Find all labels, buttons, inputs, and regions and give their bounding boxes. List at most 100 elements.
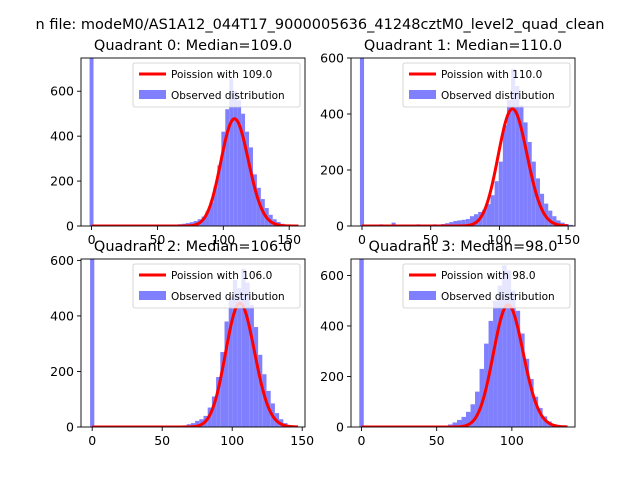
histogram-bar <box>548 210 553 226</box>
x-tick-label: 0 <box>88 433 96 448</box>
x-tick-label: 150 <box>556 232 580 247</box>
histogram-bar <box>473 214 479 226</box>
legend-observed-label: Observed distribution <box>441 90 555 102</box>
histogram-bar <box>249 304 254 427</box>
histogram-bar <box>486 204 491 226</box>
legend: Poission with 106.0 Observed distribution <box>132 263 301 309</box>
histogram-bar <box>519 105 524 226</box>
histogram-bar <box>241 113 246 226</box>
histogram-bar <box>497 285 503 427</box>
plot-area <box>89 58 301 226</box>
histogram-bar <box>465 219 470 226</box>
quadrant-2-panel: 0 50 100 150 0 200 400 600 Quadrant 2: Median=10… <box>50 239 314 448</box>
histogram-bar <box>209 202 214 226</box>
y-tick-label: 0 <box>336 420 344 435</box>
histogram-bar <box>457 220 462 226</box>
histogram-bar <box>490 195 495 226</box>
histogram-bar <box>523 122 528 226</box>
legend-poisson-label: Poission with 106.0 <box>171 270 272 282</box>
legend-box <box>402 263 571 309</box>
histogram-bar <box>533 396 539 427</box>
histogram-bar <box>205 211 210 226</box>
histogram-bar <box>527 142 532 226</box>
histogram-bar <box>228 296 233 427</box>
legend-poisson-label: Poission with 98.0 <box>441 270 536 282</box>
histogram-bar <box>515 86 520 226</box>
x-tick-label: 0 <box>88 232 96 247</box>
y-tick-label: 400 <box>320 318 344 333</box>
y-tick-label: 600 <box>50 253 74 268</box>
histogram-bar <box>237 288 242 427</box>
zero-count-spike-bar <box>90 259 95 427</box>
legend-poisson-label: Poission with 110.0 <box>441 69 542 81</box>
histogram-bar <box>511 69 516 226</box>
histogram-bar <box>524 358 530 427</box>
legend-box <box>402 62 571 108</box>
x-tick-label: 100 <box>500 433 524 448</box>
legend-observed-label: Observed distribution <box>171 291 285 303</box>
y-tick-label: 200 <box>50 174 74 189</box>
y-tick-label: 400 <box>50 308 74 323</box>
histogram-bar <box>493 300 498 427</box>
histogram-bar <box>466 411 471 427</box>
legend-observed-label: Observed distribution <box>441 291 555 303</box>
histogram-bar <box>506 100 512 226</box>
histogram-bar <box>245 131 249 226</box>
legend-box <box>132 263 301 309</box>
zero-count-spike-bar <box>359 58 365 226</box>
histogram-bar <box>217 165 222 226</box>
histogram-bar <box>253 327 259 427</box>
histogram-bar <box>498 161 503 226</box>
histogram-bar <box>225 109 230 226</box>
histogram-bar <box>216 377 221 427</box>
histogram-bar <box>452 422 457 427</box>
histogram-bar <box>391 222 396 226</box>
y-tick-label: 600 <box>320 51 344 66</box>
poisson-curve <box>92 301 299 427</box>
legend-poisson-label: Poission with 109.0 <box>171 69 272 81</box>
histogram-bar <box>470 404 476 427</box>
panel-title: Quadrant 3: Median=98.0 <box>369 239 558 255</box>
legend-observed-swatch <box>139 90 166 99</box>
histogram-bar <box>237 100 242 226</box>
legend-observed-swatch <box>409 90 436 99</box>
legend-box <box>132 62 301 108</box>
histogram-bar <box>258 354 263 427</box>
x-tick-label: 50 <box>154 433 170 448</box>
histogram-bar <box>241 268 246 427</box>
histogram-bar <box>456 419 462 427</box>
zero-count-spike-bar <box>89 58 94 226</box>
quadrant-0-panel: 0 50 100 150 0 200 400 600 Quadrant 0: Median=10… <box>50 38 306 247</box>
panel-title: Quadrant 2: Median=106.0 <box>94 239 292 255</box>
histogram-bar <box>515 310 521 427</box>
histogram-bar <box>502 125 507 226</box>
histogram-bar <box>520 333 525 427</box>
histogram-bar <box>506 270 512 427</box>
y-tick-label: 400 <box>50 129 74 144</box>
y-tick-label: 600 <box>50 84 74 99</box>
x-tick-label: 50 <box>423 232 439 247</box>
quadrant-3-panel: 0 50 100 0 200 400 600 Quadrant 3: Median=98.0 P… <box>320 239 576 448</box>
x-tick-label: 0 <box>358 433 366 448</box>
histogram-bar <box>449 222 454 226</box>
legend-observed-swatch <box>409 291 436 300</box>
axes-frame <box>350 258 576 428</box>
x-tick-label: 0 <box>358 232 366 247</box>
y-tick-label: 0 <box>66 420 74 435</box>
y-tick-label: 200 <box>320 369 344 384</box>
poisson-curve <box>91 117 299 226</box>
legend: Poission with 109.0 Observed distribution <box>132 62 301 108</box>
histogram-bar <box>568 224 573 226</box>
y-tick-label: 400 <box>320 107 344 122</box>
histogram-bar <box>552 216 557 226</box>
histogram-bar <box>479 368 485 427</box>
histogram-bar <box>529 379 534 427</box>
legend: Poission with 98.0 Observed distribution <box>402 263 571 309</box>
axes-frame <box>350 57 576 227</box>
y-tick-label: 200 <box>320 163 344 178</box>
axes-frame <box>80 57 306 227</box>
x-tick-label: 150 <box>290 433 314 448</box>
plot-area <box>359 259 568 427</box>
legend-observed-label: Observed distribution <box>171 90 285 102</box>
